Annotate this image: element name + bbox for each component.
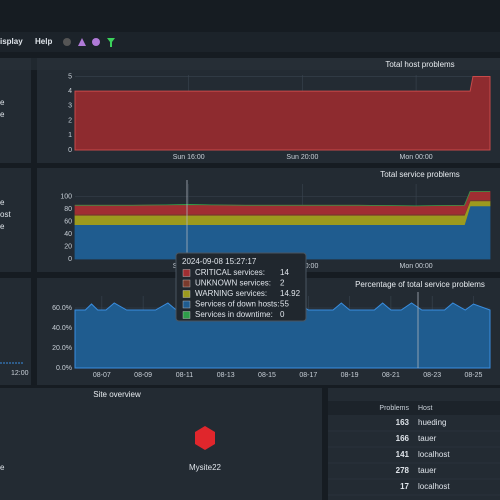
problem-count: 278	[396, 466, 410, 475]
area	[74, 75, 491, 151]
x-tick-label: 08-11	[176, 372, 193, 379]
y-tick-label: 0	[68, 147, 72, 154]
legend-swatch	[182, 269, 191, 277]
y-tick-label: 3	[68, 103, 72, 110]
x-tick-label: Mon 00:00	[400, 263, 433, 270]
y-tick-label: 20.0%	[52, 345, 72, 352]
legend-swatch	[182, 300, 191, 309]
fragment: e	[0, 222, 5, 231]
fragment: e	[0, 198, 5, 207]
panel-header	[0, 58, 500, 70]
panel-title: Site overview	[93, 390, 141, 399]
x-tick-label: 08-15	[258, 372, 276, 379]
y-tick-label: 60.0%	[52, 305, 72, 312]
x-tick-label: 08-13	[217, 372, 235, 379]
menu-item[interactable]: Help	[35, 37, 52, 46]
problem-count: 17	[400, 482, 409, 491]
fragment: e	[0, 110, 5, 119]
menu-item[interactable]: isplay	[0, 37, 23, 46]
y-tick-label: 5	[68, 73, 72, 80]
fragment: e	[0, 463, 5, 472]
panel-title: Percentage of total service problems	[355, 280, 485, 289]
site-hexagon[interactable]	[195, 426, 215, 450]
icon[interactable]	[92, 38, 100, 46]
problem-count: 141	[396, 450, 410, 459]
icon[interactable]	[63, 38, 71, 46]
y-tick-label: 20	[64, 243, 72, 250]
legend-label: UNKNOWN services:	[195, 279, 271, 288]
fragment: 12:00	[11, 370, 29, 377]
x-tick-label: 08-21	[382, 372, 400, 379]
menu-bar	[0, 32, 500, 52]
x-tick-label: Sun 20:00	[286, 154, 318, 161]
x-tick-label: Mon 00:00	[400, 154, 433, 161]
host-name: localhost	[418, 482, 450, 491]
x-tick-label: 08-25	[465, 372, 483, 379]
x-tick-label: 08-09	[134, 372, 152, 379]
host-name: tauer	[418, 434, 437, 443]
tooltip-value: 2	[280, 279, 285, 288]
site-name[interactable]: Mysite22	[189, 463, 222, 472]
table-header	[328, 401, 500, 415]
y-tick-label: 100	[60, 193, 72, 200]
x-tick-label: Sun 16:00	[173, 154, 205, 161]
host-name: localhost	[418, 450, 450, 459]
y-tick-label: 4	[68, 88, 72, 95]
tooltip-value: 14.92	[280, 289, 301, 298]
column-header: Problems	[379, 405, 409, 412]
panel-title: Total service problems	[380, 170, 460, 179]
panel	[0, 58, 31, 163]
x-tick-label: 08-23	[423, 372, 441, 379]
legend-label: WARNING services:	[195, 289, 267, 298]
legend-swatch	[182, 279, 191, 288]
host-name: tauer	[418, 466, 437, 475]
legend-label: Services of down hosts:	[195, 300, 279, 309]
y-tick-label: 0.0%	[56, 365, 72, 372]
tooltip-value: 55	[280, 300, 289, 309]
legend-swatch	[182, 311, 191, 319]
y-tick-label: 40.0%	[52, 325, 72, 332]
column-header: Host	[418, 405, 432, 412]
panel	[0, 388, 322, 500]
y-tick-label: 0	[68, 256, 72, 263]
x-tick-label: 08-07	[93, 372, 111, 379]
tooltip	[175, 252, 307, 322]
fragment: e	[0, 98, 5, 107]
y-tick-label: 2	[68, 117, 72, 124]
tooltip-time: 2024-09-08 15:27:17	[182, 257, 257, 266]
y-tick-label: 40	[64, 231, 72, 238]
tooltip-value: 14	[280, 268, 289, 277]
icon[interactable]	[78, 38, 86, 46]
panel	[0, 278, 31, 385]
y-tick-label: 80	[64, 206, 72, 213]
legend-label: Services in downtime:	[195, 310, 273, 319]
problem-count: 163	[396, 418, 410, 427]
x-tick-label: 08-19	[341, 372, 359, 379]
y-tick-label: 1	[68, 132, 72, 139]
y-tick-label: 60	[64, 218, 72, 225]
host-name: hueding	[418, 418, 446, 427]
icon[interactable]	[107, 38, 115, 47]
panel-title: Total host problems	[385, 60, 454, 69]
problem-count: 166	[396, 434, 410, 443]
tooltip-value: 0	[280, 310, 285, 319]
legend-swatch	[182, 290, 191, 298]
x-tick-label: 08-17	[299, 372, 317, 379]
stacked-area	[75, 191, 490, 207]
legend-label: CRITICAL services:	[195, 268, 265, 277]
fragment: ost	[0, 210, 11, 219]
panel	[0, 168, 31, 272]
